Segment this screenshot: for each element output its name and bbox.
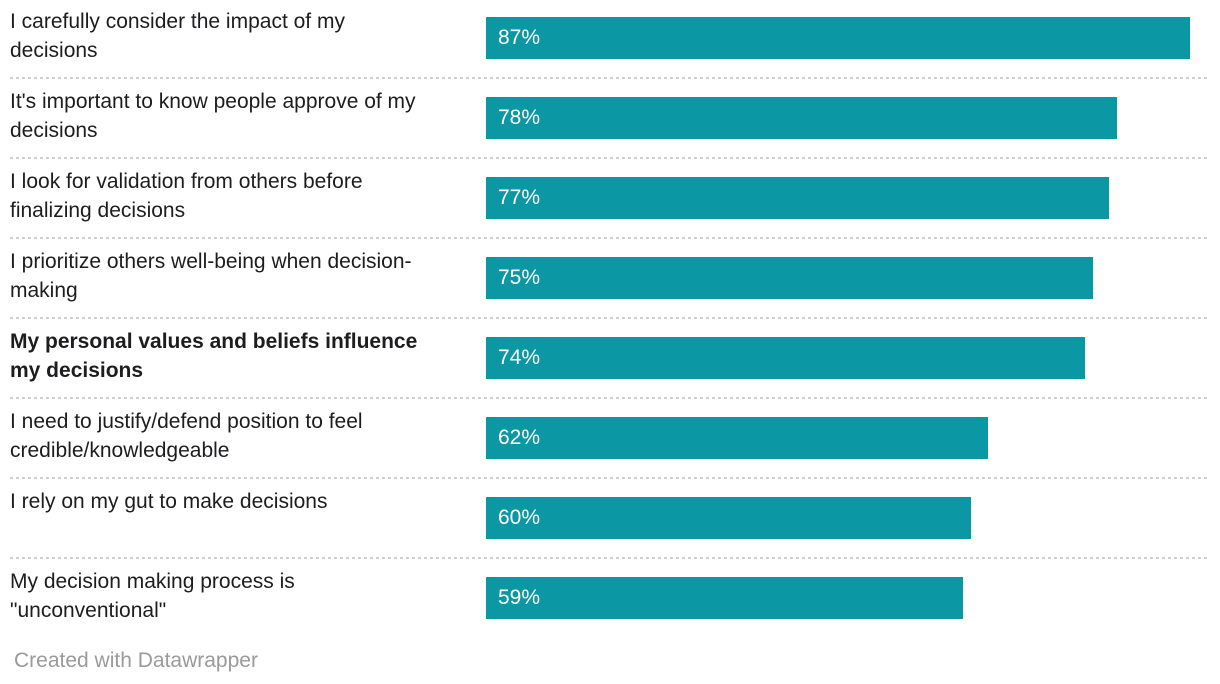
bar-value-label: 75% — [498, 266, 541, 289]
bar-track: 60% — [486, 480, 1220, 560]
bar-track: 77% — [486, 160, 1220, 240]
chart-row: My decision making process is "unconvent… — [0, 560, 1220, 640]
row-label: I carefully consider the impact of my de… — [10, 10, 345, 62]
chart-row: My personal values and beliefs influence… — [0, 320, 1220, 400]
row-label: My decision making process is "unconvent… — [10, 570, 295, 622]
chart-row: I carefully consider the impact of my de… — [0, 0, 1220, 80]
bar-value-label: 59% — [498, 586, 541, 609]
row-label: I look for validation from others before… — [10, 170, 363, 222]
row-label: I rely on my gut to make decisions — [10, 490, 328, 513]
row-label: I prioritize others well-being when deci… — [10, 250, 412, 302]
bar-value-label: 87% — [498, 26, 541, 49]
row-label: My personal values and beliefs influence… — [10, 330, 418, 382]
chart-row: I rely on my gut to make decisions 60% — [0, 480, 1220, 560]
bar-value-label: 77% — [498, 186, 541, 209]
bar-value-label: 74% — [498, 346, 541, 369]
chart-credit: Created with Datawrapper — [14, 649, 258, 672]
bar-value-label: 60% — [498, 506, 541, 529]
chart-row: It's important to know people approve of… — [0, 80, 1220, 160]
row-label: It's important to know people approve of… — [10, 90, 416, 142]
bar-track: 78% — [486, 80, 1220, 160]
bar-track: 87% — [486, 0, 1220, 80]
bar: 78% — [486, 97, 1117, 139]
bar: 77% — [486, 177, 1109, 219]
bar-value-label: 62% — [498, 426, 541, 449]
row-label: I need to justify/defend position to fee… — [10, 410, 363, 462]
bar: 59% — [486, 577, 963, 619]
bar: 87% — [486, 17, 1190, 59]
bar: 60% — [486, 497, 971, 539]
bar-track: 59% — [486, 560, 1220, 640]
bar-track: 75% — [486, 240, 1220, 320]
chart-row: I prioritize others well-being when deci… — [0, 240, 1220, 320]
bar: 74% — [486, 337, 1085, 379]
chart-row: I look for validation from others before… — [0, 160, 1220, 240]
bar: 75% — [486, 257, 1093, 299]
bar-value-label: 78% — [498, 106, 541, 129]
bar-track: 62% — [486, 400, 1220, 480]
bar-track: 74% — [486, 320, 1220, 400]
bar: 62% — [486, 417, 988, 459]
chart-row: I need to justify/defend position to fee… — [0, 400, 1220, 480]
